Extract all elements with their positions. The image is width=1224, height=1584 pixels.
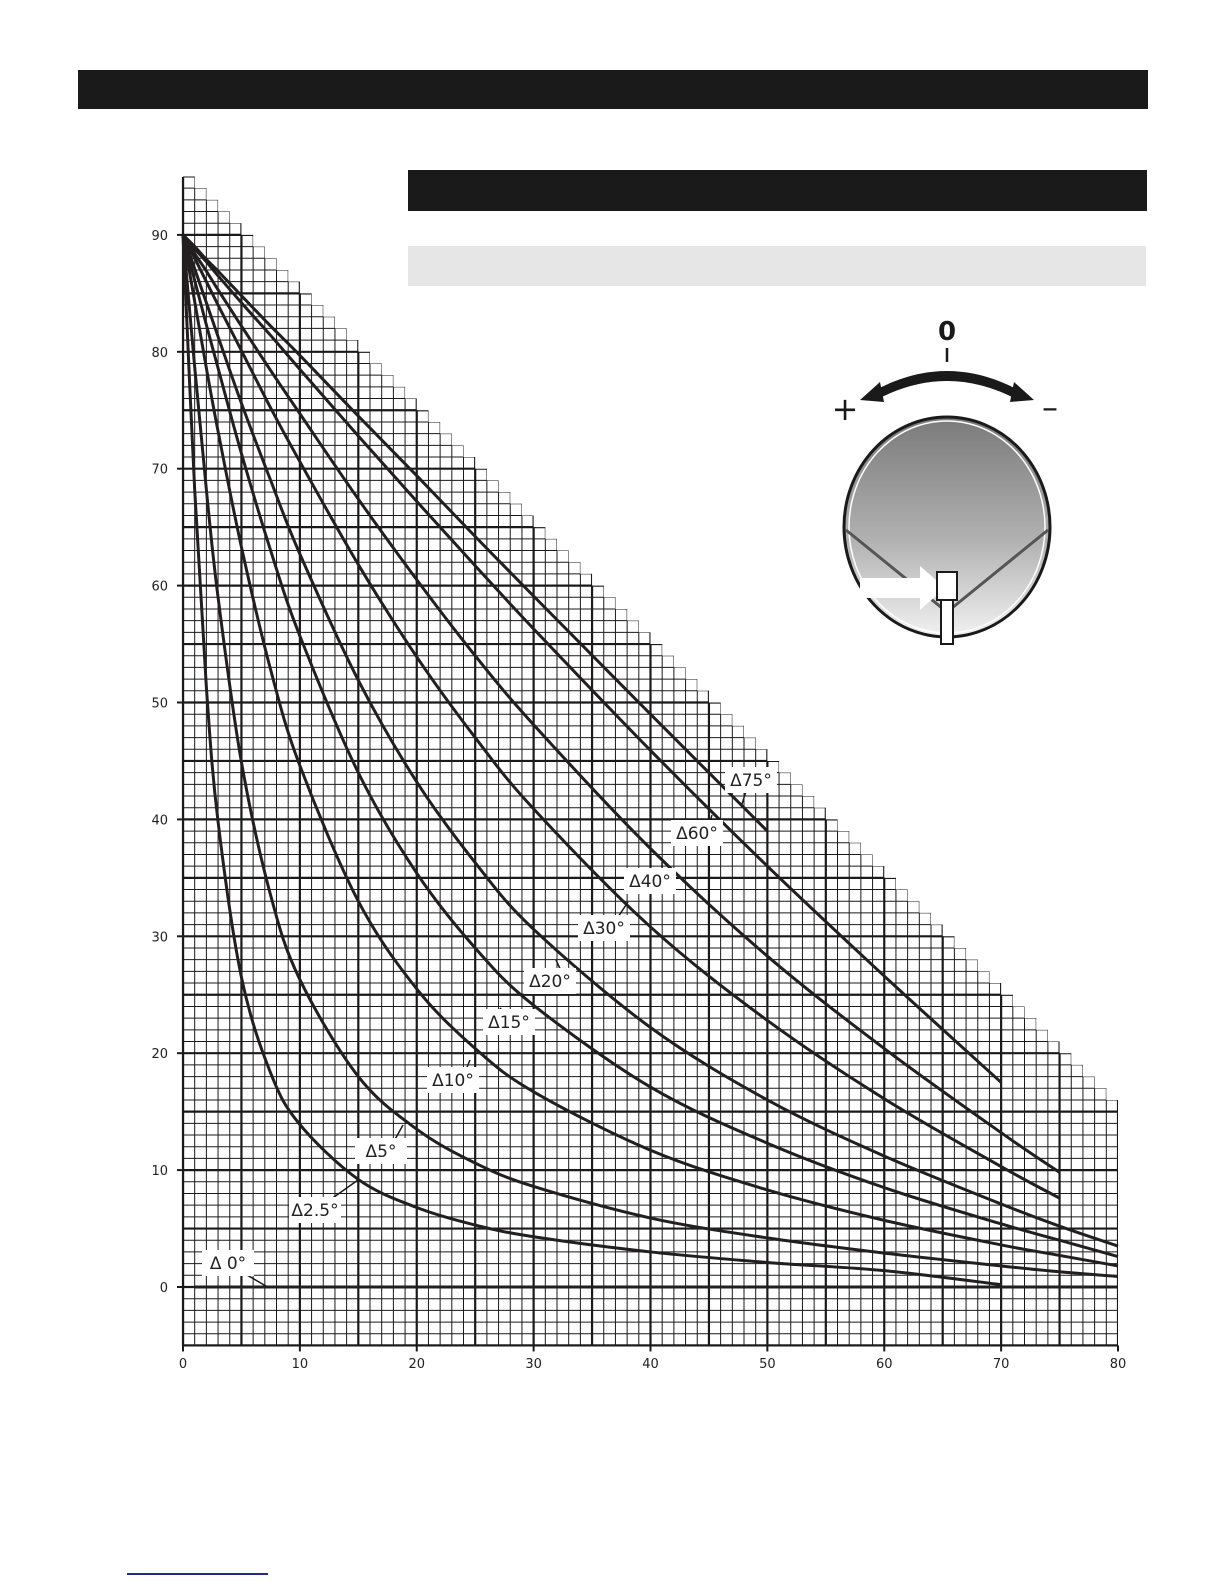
label-background <box>671 820 723 846</box>
plus-label: + <box>832 390 859 428</box>
x-tick-label: 70 <box>993 1357 1010 1372</box>
series-label: Δ10° <box>432 1071 474 1091</box>
y-tick-label: 20 <box>151 1047 168 1062</box>
series-label: Δ40° <box>629 872 671 892</box>
x-tick-label: 0 <box>179 1357 187 1372</box>
series-label: Δ75° <box>730 771 772 791</box>
series-line <box>181 234 1061 1174</box>
minus-label: – <box>1042 388 1058 426</box>
arrow-pointer-icon <box>860 566 945 610</box>
section-header-bar <box>408 170 1147 211</box>
chart-axes: 0 10 20 30 40 50 60 70 80 0 10 20 30 40 50 60 70 80 90 <box>151 177 1126 1372</box>
series-line <box>181 234 1119 1268</box>
series-label: Δ5° <box>366 1142 397 1162</box>
y-tick-label: 0 <box>160 1281 168 1296</box>
label-background <box>578 915 630 941</box>
x-tick-label: 60 <box>876 1357 893 1372</box>
series-line <box>181 234 1119 1248</box>
chart-grid <box>183 176 1118 1346</box>
label-background <box>524 968 576 994</box>
y-tick-label: 40 <box>151 813 168 828</box>
x-tick-label: 10 <box>292 1357 309 1372</box>
lnb-icon <box>936 571 958 601</box>
series-line <box>181 234 1119 1278</box>
label-background <box>624 868 676 894</box>
satellite-dish-skew-icon: 0 + – <box>832 317 1058 645</box>
y-tick-label: 50 <box>151 697 168 712</box>
footer-link-underline[interactable] <box>127 1573 268 1575</box>
series-line <box>181 234 1061 1200</box>
series-label: Δ2.5° <box>291 1201 338 1221</box>
label-background <box>483 1009 535 1035</box>
series-label: Δ20° <box>529 972 571 992</box>
series-line <box>181 233 769 833</box>
label-background <box>427 1067 479 1093</box>
y-tick-label: 80 <box>151 346 168 361</box>
x-tick-label: 30 <box>525 1357 542 1372</box>
arrowhead-left-icon <box>860 382 884 402</box>
series-label: Δ 0° <box>210 1254 246 1274</box>
series-line <box>181 234 1119 1259</box>
chart-curves <box>181 233 1119 1289</box>
arrowhead-right-icon <box>1010 382 1034 402</box>
series-label: Δ30° <box>583 919 625 939</box>
label-background <box>289 1197 341 1223</box>
zero-label: 0 <box>938 317 956 347</box>
section-subheader-bar <box>408 246 1146 286</box>
top-header-bar <box>78 70 1148 109</box>
y-tick-label: 30 <box>151 930 168 945</box>
series-line <box>181 234 1002 1287</box>
series-label: Δ15° <box>488 1013 530 1033</box>
series-line <box>181 233 1003 1084</box>
series-label: Δ60° <box>676 824 718 844</box>
y-tick-label: 90 <box>151 229 168 244</box>
curve-labels: Δ 0° Δ2.5° Δ5° Δ10° Δ15° Δ20° Δ30° Δ40° Δ60° Δ75° <box>202 767 777 1287</box>
x-tick-label: 80 <box>1110 1357 1127 1372</box>
x-tick-label: 20 <box>408 1357 425 1372</box>
label-background <box>202 1250 254 1276</box>
y-tick-label: 60 <box>151 580 168 595</box>
label-background <box>355 1138 407 1164</box>
label-background <box>725 767 777 793</box>
y-tick-label: 10 <box>151 1164 168 1179</box>
x-tick-label: 50 <box>759 1357 776 1372</box>
rotation-arrow-icon <box>872 371 1022 400</box>
y-tick-label: 70 <box>151 463 168 478</box>
x-tick-label: 40 <box>642 1357 659 1372</box>
